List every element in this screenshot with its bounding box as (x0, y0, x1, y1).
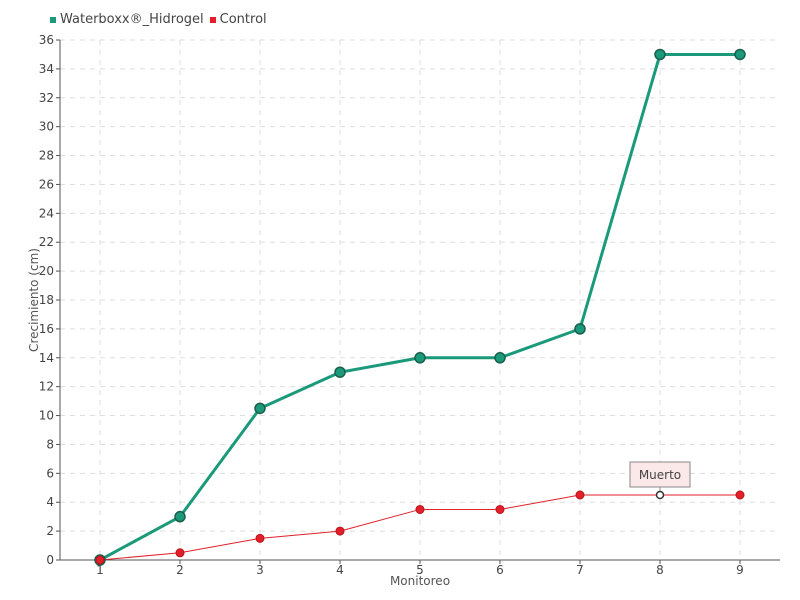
chart-legend: Waterboxx®_Hidrogel Control (50, 12, 267, 27)
x-tick-label: 1 (96, 563, 104, 577)
data-point-control (335, 526, 345, 536)
x-axis-title: Monitoreo (390, 574, 450, 588)
data-point-control (495, 504, 505, 514)
legend-item-waterboxx[interactable]: Waterboxx®_Hidrogel (50, 12, 204, 27)
annotation: Muerto (629, 461, 691, 491)
y-tick-label: 30 (39, 120, 54, 134)
x-tick-label: 6 (496, 563, 504, 577)
y-tick-label: 26 (39, 177, 54, 191)
y-tick-label: 32 (39, 91, 54, 105)
x-tick-label: 4 (336, 563, 344, 577)
y-tick-label: 14 (39, 351, 54, 365)
data-point-control (655, 490, 665, 500)
data-point-control (415, 504, 425, 514)
annotation-text: Muerto (639, 468, 681, 482)
legend-label-waterboxx: Waterboxx®_Hidrogel (60, 12, 204, 27)
data-point-waterboxx-hidrogel (174, 510, 186, 523)
data-point-waterboxx-hidrogel (654, 48, 666, 61)
data-point-waterboxx-hidrogel (574, 323, 586, 335)
y-tick-label: 22 (39, 235, 54, 249)
series (94, 48, 746, 566)
data-point-waterboxx-hidrogel (334, 366, 346, 378)
x-tick-label: 3 (256, 563, 264, 577)
y-tick-label: 2 (46, 524, 54, 538)
y-tick-label: 6 (46, 466, 54, 480)
x-tick-label: 7 (576, 563, 584, 577)
data-point-waterboxx-hidrogel (254, 402, 266, 415)
y-tick-label: 18 (39, 293, 54, 307)
legend-swatch-waterboxx (50, 16, 56, 23)
x-tick-label: 8 (656, 563, 664, 577)
x-tick-label: 9 (736, 563, 744, 577)
y-tick-label: 16 (39, 322, 54, 336)
legend-label-control: Control (219, 12, 267, 27)
data-point-waterboxx-hidrogel (494, 352, 506, 364)
y-tick-label: 36 (39, 33, 54, 47)
data-point-control (735, 490, 745, 500)
data-point-control (175, 548, 185, 558)
data-point-waterboxx-hidrogel (414, 352, 426, 364)
y-tick-label: 8 (46, 437, 54, 451)
data-point-control (575, 490, 585, 500)
x-ticks: 1 2 3 4 5 6 7 8 9 (96, 560, 744, 577)
y-tick-label: 4 (46, 495, 54, 509)
y-tick-label: 0 (46, 553, 54, 567)
y-axis-title: Crecimiento (cm) (27, 248, 41, 352)
y-tick-label: 34 (39, 62, 54, 76)
y-tick-label: 10 (39, 409, 54, 423)
legend-item-control[interactable]: Control (209, 12, 267, 27)
x-tick-label: 5 (416, 563, 424, 577)
data-point-control (255, 533, 265, 543)
y-tick-label: 28 (39, 149, 54, 163)
data-point-waterboxx-hidrogel (734, 48, 746, 61)
y-tick-label: 24 (39, 206, 54, 220)
legend-swatch-control (209, 16, 216, 23)
y-tick-label: 20 (39, 264, 54, 278)
data-point-control (95, 555, 105, 565)
x-tick-label: 2 (176, 563, 184, 577)
grid (60, 39, 780, 560)
annotation-box (629, 461, 691, 488)
y-tick-label: 12 (39, 380, 54, 394)
